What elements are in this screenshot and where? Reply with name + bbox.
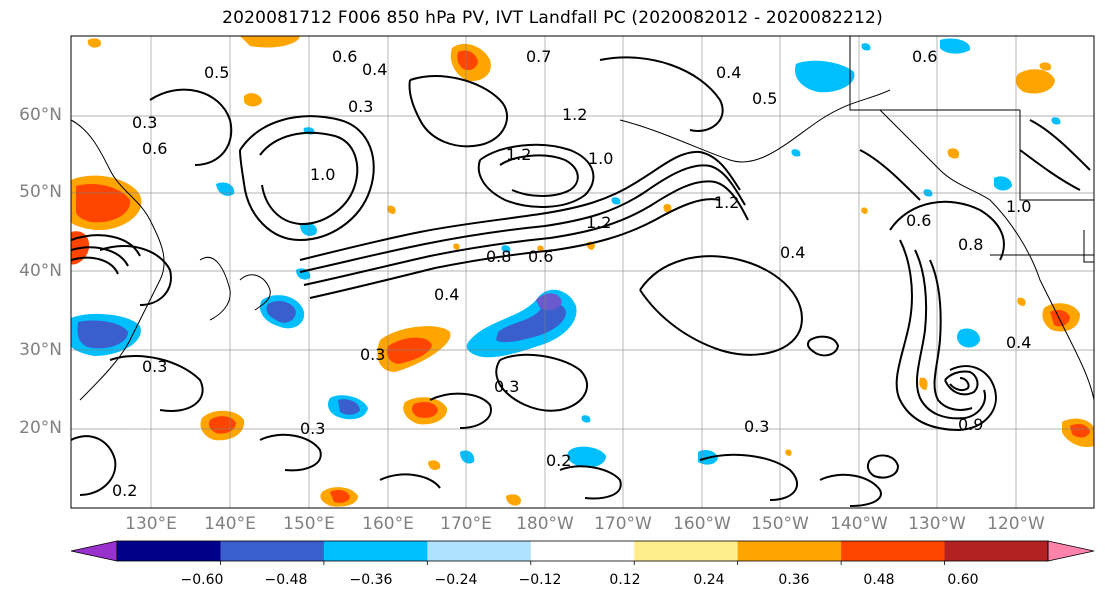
- contour-label: 1.2: [714, 193, 739, 212]
- graticule: [71, 36, 1094, 508]
- contour-label: 0.4: [716, 63, 741, 82]
- colorbar-segment: [737, 541, 842, 561]
- contour-label: 1.0: [588, 149, 613, 168]
- colorbar-tick-label: 0.12: [609, 572, 641, 588]
- colorbar-segment: [530, 541, 635, 561]
- contour-label: 0.3: [360, 345, 385, 364]
- colorbar-segment: [323, 541, 428, 561]
- colorbar-segment: [427, 541, 532, 561]
- contour-label: 0.8: [486, 247, 511, 266]
- contour-label: 1.2: [562, 105, 587, 124]
- contour-label: 0.6: [912, 47, 937, 66]
- lon-label-130w: 130°W: [908, 514, 966, 534]
- colorbar-tick-label: 0.48: [863, 572, 895, 588]
- contour-label: 0.4: [362, 60, 387, 79]
- colorbar-tick-label: −0.24: [434, 572, 478, 588]
- contour-label: 0.4: [434, 285, 459, 304]
- contour-label: 0.6: [528, 247, 553, 266]
- contour-label: 0.3: [142, 357, 167, 376]
- colorbar-segment: [634, 541, 739, 561]
- contour-label: 0.5: [204, 63, 229, 82]
- contour-lines: [71, 56, 1091, 507]
- contour-label: 0.2: [546, 451, 571, 470]
- lon-label-150w: 150°W: [751, 514, 809, 534]
- contour-label: 0.2: [112, 481, 137, 500]
- colorbar-outline: [116, 540, 1049, 562]
- colorbar-tick-label: −0.12: [518, 572, 562, 588]
- contour-label: 1.2: [586, 213, 611, 232]
- contour-label: 1.0: [1006, 197, 1031, 216]
- lon-label-150e: 150°E: [283, 514, 335, 534]
- contour-label: 0.6: [906, 211, 931, 230]
- map-frame: [70, 35, 1095, 509]
- contour-label: 0.6: [332, 47, 357, 66]
- contour-label: 0.9: [958, 415, 983, 434]
- lon-label-160w: 160°W: [673, 514, 731, 534]
- contour-label: 0.3: [348, 97, 373, 116]
- colorbar-segment: [117, 541, 221, 561]
- map-content: 0.7 0.6 0.4 0.5 0.3 0.3 0.6 1.0 1.2 1.2 …: [71, 36, 1094, 508]
- coastlines: [71, 36, 1094, 401]
- contour-label: 0.3: [132, 113, 157, 132]
- colorbar-tick-label: −0.48: [264, 572, 308, 588]
- contour-label: 0.7: [526, 47, 551, 66]
- contour-label: 0.3: [744, 417, 769, 436]
- colorbar-tick-label: 0.36: [778, 572, 810, 588]
- colorbar-extend-low: [70, 540, 118, 562]
- contour-label: 0.4: [780, 243, 805, 262]
- lat-label-50n: 50°N: [19, 182, 62, 202]
- colorbar-tick-label: 0.24: [693, 572, 725, 588]
- colorbar-segment: [944, 541, 1049, 561]
- lat-label-30n: 30°N: [19, 340, 62, 360]
- negative-pv-shading: [71, 38, 1061, 468]
- lat-label-20n: 20°N: [19, 418, 62, 438]
- lon-label-170w: 170°W: [594, 514, 652, 534]
- lon-label-120w: 120°W: [987, 514, 1045, 534]
- lat-label-40n: 40°N: [19, 261, 62, 281]
- lon-label-140w: 140°W: [830, 514, 888, 534]
- colorbar-tick-label: −0.60: [180, 572, 224, 588]
- colorbar-tick-label: 0.60: [947, 572, 979, 588]
- colorbar: [70, 540, 1095, 565]
- lon-label-180w: 180°W: [516, 514, 574, 534]
- lat-label-60n: 60°N: [19, 105, 62, 125]
- lon-label-130e: 130°E: [125, 514, 177, 534]
- contour-label: 0.6: [142, 139, 167, 158]
- contour-label: 0.4: [1006, 333, 1031, 352]
- lon-label-160e: 160°E: [362, 514, 414, 534]
- contour-label: 0.3: [494, 377, 519, 396]
- lon-label-170e: 170°E: [440, 514, 492, 534]
- contour-label: 0.3: [300, 419, 325, 438]
- colorbar-segment: [220, 541, 325, 561]
- contour-labels: 0.7 0.6 0.4 0.5 0.3 0.3 0.6 1.0 1.2 1.2 …: [112, 47, 1031, 500]
- colorbar-segment: [841, 541, 946, 561]
- lon-label-140e: 140°E: [204, 514, 256, 534]
- colorbar-extend-high: [1047, 540, 1095, 562]
- contour-label: 1.0: [310, 165, 335, 184]
- figure-title: 2020081712 F006 850 hPa PV, IVT Landfall…: [222, 8, 883, 28]
- contour-label: 0.8: [958, 235, 983, 254]
- contour-label: 1.2: [506, 145, 531, 164]
- contour-label: 0.5: [752, 89, 777, 108]
- colorbar-tick-label: −0.36: [349, 572, 393, 588]
